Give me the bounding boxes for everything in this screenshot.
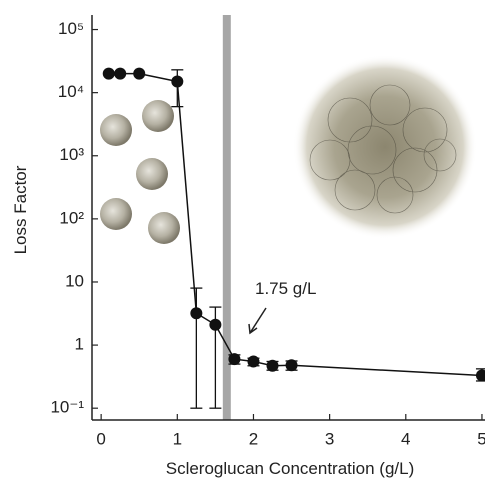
x-tick-label: 3 <box>325 429 334 448</box>
x-tick-label: 0 <box>96 429 105 448</box>
data-point <box>266 359 279 372</box>
data-point <box>228 353 241 366</box>
y-tick-label: 10 <box>65 271 84 290</box>
data-point <box>209 318 222 331</box>
y-axis-label: Loss Factor <box>11 165 30 254</box>
data-point <box>247 355 260 368</box>
y-tick-label: 10⁴ <box>58 82 84 101</box>
data-point <box>285 359 298 372</box>
data-point <box>171 75 184 88</box>
annotation-arrow <box>248 307 267 335</box>
y-tick-label: 10⁵ <box>58 19 84 38</box>
x-tick-label: 4 <box>401 429 410 448</box>
x-tick-label: 5 <box>477 429 485 448</box>
x-axis-label: Scleroglucan Concentration (g/L) <box>166 459 415 478</box>
y-tick-label: 10² <box>59 208 84 227</box>
data-point <box>102 67 115 80</box>
x-tick-label: 2 <box>249 429 258 448</box>
illustration <box>100 55 477 244</box>
y-tick-label: 10⁻¹ <box>50 398 84 417</box>
error-bar <box>171 69 184 108</box>
x-tick-label: 1 <box>173 429 182 448</box>
error-bar <box>190 287 203 409</box>
threshold-band <box>222 15 231 420</box>
data-point <box>133 67 146 80</box>
y-tick-label: 10³ <box>59 145 84 164</box>
data-point <box>114 67 127 80</box>
data-point <box>190 307 203 320</box>
data-point <box>475 369 485 382</box>
annotation: 1.75 g/L <box>255 279 316 298</box>
y-tick-label: 1 <box>75 335 84 354</box>
